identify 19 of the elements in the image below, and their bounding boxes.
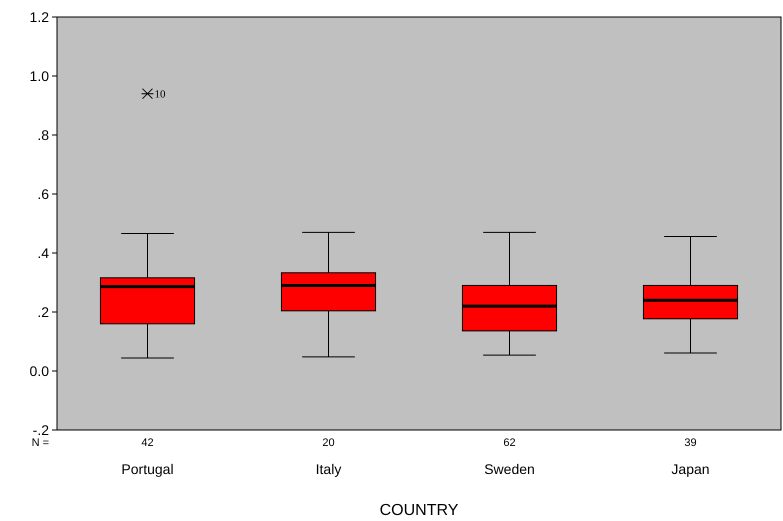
y-tick-label: 0.0 bbox=[30, 362, 50, 379]
x-tick-label: Portugal bbox=[121, 461, 174, 477]
y-tick-label: .6 bbox=[37, 186, 50, 202]
text: 20 bbox=[322, 437, 335, 449]
y-tick-label: 1.0 bbox=[30, 68, 50, 84]
y-tick-label: .4 bbox=[37, 244, 50, 261]
y-tick-label: .8 bbox=[37, 126, 50, 143]
text: 62 bbox=[503, 437, 516, 449]
y-tick-label: .2 bbox=[37, 304, 50, 320]
y-tick-label: 1.2 bbox=[30, 8, 50, 25]
x-tick-label: Italy bbox=[316, 461, 342, 477]
x-tick-label: Japan bbox=[671, 461, 710, 477]
annotation: 10 bbox=[154, 88, 166, 101]
text: 42 bbox=[141, 437, 154, 449]
text: 39 bbox=[684, 437, 697, 449]
y-tick-label: -.2 bbox=[32, 422, 50, 438]
text: N = bbox=[32, 437, 49, 449]
x-axis-title: COUNTRY bbox=[380, 502, 459, 519]
x-tick-label: Sweden bbox=[484, 461, 535, 477]
